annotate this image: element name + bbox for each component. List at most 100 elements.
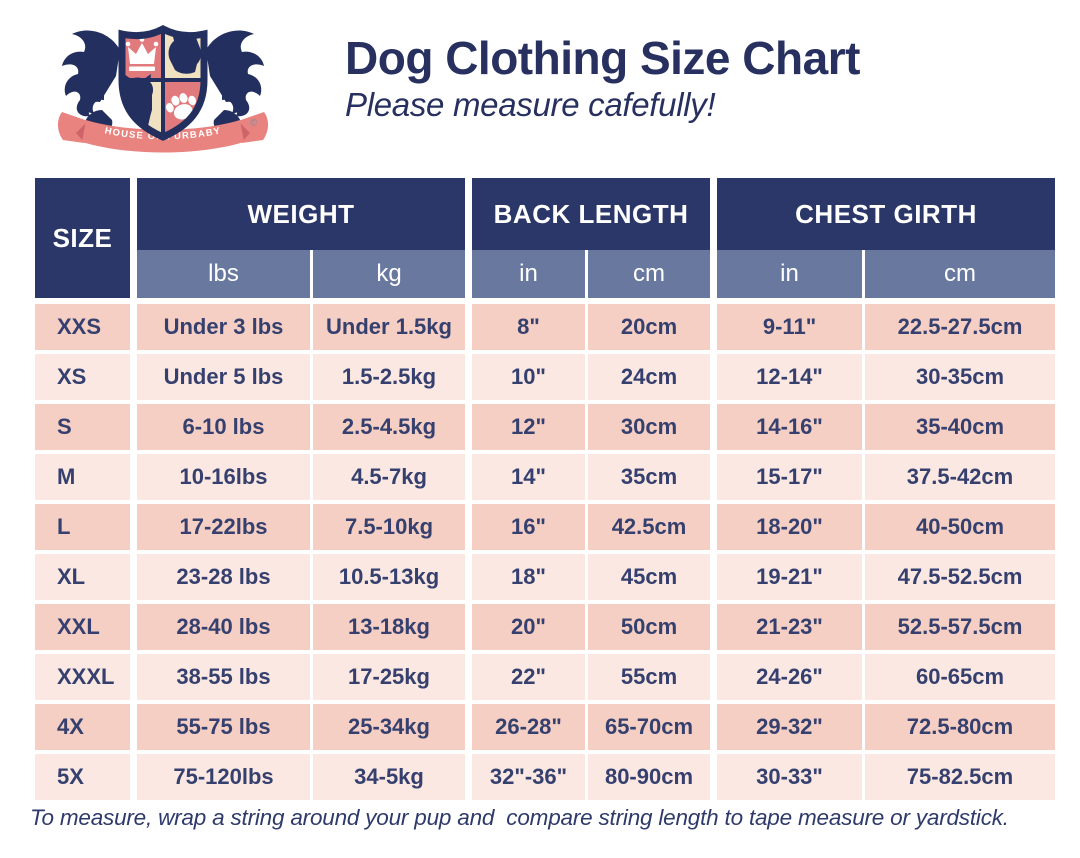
page-subtitle: Please measure cafefully! [345,86,716,124]
table-row: 4X 55-75 lbs 25-34kg 26-28" 65-70cm 29-32" 72.… [35,704,1056,754]
chest-girth-cm-cell: 72.5-80cm [865,704,1056,754]
size-chart-body: XXS Under 3 lbs Under 1.5kg 8" 20cm 9-11" 22.5… [35,304,1056,804]
sub-header-weight-kg: kg [313,250,472,304]
chest-girth-in-cell: 24-26" [717,654,865,704]
back-length-in-cell: 10" [472,354,588,404]
weight-lbs-cell: Under 5 lbs [137,354,313,404]
back-length-cm-cell: 50cm [588,604,717,654]
chest-girth-cm-cell: 47.5-52.5cm [865,554,1056,604]
copyright-symbol: © [250,118,258,129]
back-length-in-cell: 22" [472,654,588,704]
size-cell: XL [35,554,137,604]
paw-print-icon [165,93,197,120]
table-row: XXS Under 3 lbs Under 1.5kg 8" 20cm 9-11" 22.5… [35,304,1056,354]
back-length-cm-cell: 55cm [588,654,717,704]
weight-kg-cell: 7.5-10kg [313,504,472,554]
col-header-chest-girth: CHEST GIRTH [717,178,1056,250]
table-row: 5X 75-120lbs 34-5kg 32"-36" 80-90cm 30-33" 75-… [35,754,1056,804]
chest-girth-in-cell: 14-16" [717,404,865,454]
sub-header-back-in: in [472,250,588,304]
back-length-in-cell: 14" [472,454,588,504]
back-length-cm-cell: 42.5cm [588,504,717,554]
brand-logo: HOUSE OF FURBABY [48,20,278,162]
sub-header-chest-cm: cm [865,250,1056,304]
weight-lbs-cell: 10-16lbs [137,454,313,504]
weight-kg-cell: Under 1.5kg [313,304,472,354]
group-header-row: SIZE WEIGHT BACK LENGTH CHEST GIRTH [35,178,1056,304]
chest-girth-cm-cell: 22.5-27.5cm [865,304,1056,354]
chest-girth-cm-cell: 40-50cm [865,504,1056,554]
size-cell: XS [35,354,137,404]
weight-kg-cell: 2.5-4.5kg [313,404,472,454]
table-row: XS Under 5 lbs 1.5-2.5kg 10" 24cm 12-14" 30-35… [35,354,1056,404]
back-length-cm-cell: 24cm [588,354,717,404]
chest-girth-cm-cell: 52.5-57.5cm [865,604,1056,654]
dog-head-icon [168,32,201,74]
weight-lbs-cell: 38-55 lbs [137,654,313,704]
size-cell: M [35,454,137,504]
weight-lbs-cell: 55-75 lbs [137,704,313,754]
page-title: Dog Clothing Size Chart [345,32,860,84]
back-length-cm-cell: 65-70cm [588,704,717,754]
weight-lbs-cell: 6-10 lbs [137,404,313,454]
chest-girth-cm-cell: 75-82.5cm [865,754,1056,804]
weight-kg-cell: 4.5-7kg [313,454,472,504]
chest-girth-cm-cell: 37.5-42cm [865,454,1056,504]
chest-girth-in-cell: 15-17" [717,454,865,504]
table-row: XL 23-28 lbs 10.5-13kg 18" 45cm 19-21" 47.5-52… [35,554,1056,604]
back-length-cm-cell: 20cm [588,304,717,354]
back-length-in-cell: 32"-36" [472,754,588,804]
table-row: M 10-16lbs 4.5-7kg 14" 35cm 15-17" 37.5-42cm [35,454,1056,504]
back-length-cm-cell: 30cm [588,404,717,454]
weight-kg-cell: 34-5kg [313,754,472,804]
chest-girth-cm-cell: 35-40cm [865,404,1056,454]
back-length-cm-cell: 80-90cm [588,754,717,804]
size-cell: XXL [35,604,137,654]
chest-girth-in-cell: 21-23" [717,604,865,654]
weight-lbs-cell: 23-28 lbs [137,554,313,604]
chest-girth-cm-cell: 30-35cm [865,354,1056,404]
weight-kg-cell: 25-34kg [313,704,472,754]
chest-girth-in-cell: 18-20" [717,504,865,554]
size-chart-table: SIZE WEIGHT BACK LENGTH CHEST GIRTH lbs … [35,178,1056,804]
crown-icon [125,37,159,71]
table-row: L 17-22lbs 7.5-10kg 16" 42.5cm 18-20" 40-50cm [35,504,1056,554]
table-row: XXXL 38-55 lbs 17-25kg 22" 55cm 24-26" 60-65cm [35,654,1056,704]
weight-kg-cell: 1.5-2.5kg [313,354,472,404]
weight-kg-cell: 17-25kg [313,654,472,704]
back-length-in-cell: 18" [472,554,588,604]
chest-girth-in-cell: 29-32" [717,704,865,754]
back-length-in-cell: 8" [472,304,588,354]
weight-lbs-cell: 75-120lbs [137,754,313,804]
size-cell: 4X [35,704,137,754]
size-cell: XXXL [35,654,137,704]
chest-girth-in-cell: 30-33" [717,754,865,804]
size-cell: 5X [35,754,137,804]
back-length-in-cell: 12" [472,404,588,454]
table-row: XXL 28-40 lbs 13-18kg 20" 50cm 21-23" 52.5-57.… [35,604,1056,654]
back-length-in-cell: 16" [472,504,588,554]
sub-header-weight-lbs: lbs [137,250,313,304]
weight-lbs-cell: 28-40 lbs [137,604,313,654]
table-header: SIZE WEIGHT BACK LENGTH CHEST GIRTH lbs … [35,178,1056,304]
back-length-cm-cell: 35cm [588,454,717,504]
weight-lbs-cell: 17-22lbs [137,504,313,554]
col-header-size: SIZE [35,178,137,304]
measuring-instructions: To measure, wrap a string around your pu… [30,805,1009,830]
sub-header-back-cm: cm [588,250,717,304]
weight-lbs-cell: Under 3 lbs [137,304,313,354]
shield-icon [118,25,208,141]
size-cell: S [35,404,137,454]
back-length-cm-cell: 45cm [588,554,717,604]
sub-header-row: lbs kg in cm in cm [35,250,1056,304]
weight-kg-cell: 10.5-13kg [313,554,472,604]
col-header-back-length: BACK LENGTH [472,178,717,250]
size-cell: XXS [35,304,137,354]
back-length-in-cell: 26-28" [472,704,588,754]
chest-girth-in-cell: 19-21" [717,554,865,604]
size-cell: L [35,504,137,554]
sub-header-chest-in: in [717,250,865,304]
back-length-in-cell: 20" [472,604,588,654]
chest-girth-in-cell: 9-11" [717,304,865,354]
